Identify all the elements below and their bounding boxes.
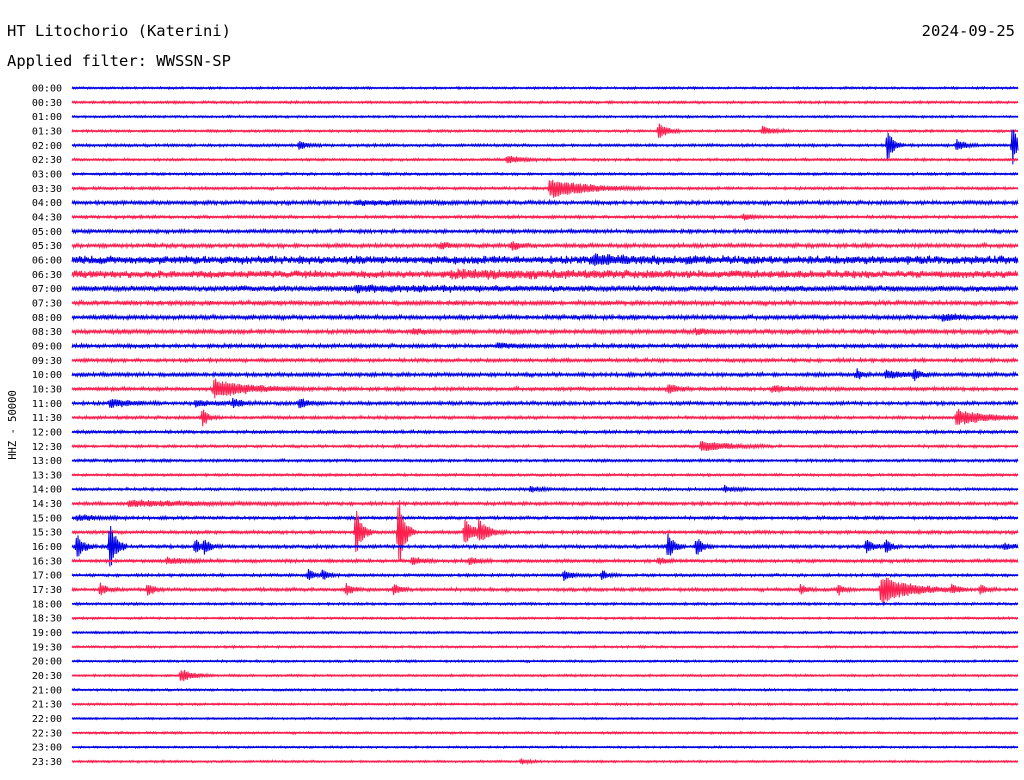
row-time-label: 11:30 — [32, 413, 62, 424]
row-time-label: 13:00 — [32, 456, 62, 467]
row-time-label: 17:00 — [32, 571, 62, 582]
row-time-label: 23:00 — [32, 743, 62, 754]
row-time-label: 10:00 — [32, 370, 62, 381]
row-time-label: 02:30 — [32, 155, 62, 166]
row-time-label: 03:00 — [32, 169, 62, 180]
row-time-label: 05:30 — [32, 241, 62, 252]
row-time-label: 21:00 — [32, 685, 62, 696]
row-time-label: 23:30 — [32, 757, 62, 768]
row-time-label: 06:30 — [32, 270, 62, 281]
trace-rows: 00:00 00:30 01:00 01:30 02:00 02:30 03:00 03:30… — [32, 84, 1019, 768]
station-title: HT Litochorio (Katerini) — [7, 22, 231, 40]
row-time-label: 05:00 — [32, 227, 62, 238]
row-time-label: 07:30 — [32, 298, 62, 309]
row-time-label: 02:00 — [32, 141, 62, 152]
row-time-label: 13:30 — [32, 470, 62, 481]
row-time-label: 14:00 — [32, 485, 62, 496]
row-time-label: 07:00 — [32, 284, 62, 295]
date-label: 2024-09-25 — [922, 22, 1015, 40]
row-time-label: 21:30 — [32, 700, 62, 711]
row-time-label: 09:00 — [32, 341, 62, 352]
trace-line — [71, 577, 1019, 604]
row-time-label: 15:00 — [32, 513, 62, 524]
row-time-label: 04:00 — [32, 198, 62, 209]
row-time-label: 17:30 — [32, 585, 62, 596]
row-time-label: 16:00 — [32, 542, 62, 553]
row-time-label: 03:30 — [32, 184, 62, 195]
row-time-label: 00:00 — [32, 84, 62, 95]
row-time-label: 08:00 — [32, 313, 62, 324]
trace-line — [71, 500, 1019, 561]
row-time-label: 01:00 — [32, 112, 62, 123]
row-time-label: 10:30 — [32, 384, 62, 395]
row-time-label: 14:30 — [32, 499, 62, 510]
row-time-label: 22:00 — [32, 714, 62, 725]
row-time-label: 01:30 — [32, 126, 62, 137]
row-time-label: 18:30 — [32, 614, 62, 625]
row-time-label: 18:00 — [32, 599, 62, 610]
row-time-label: 09:30 — [32, 356, 62, 367]
row-time-label: 12:00 — [32, 427, 62, 438]
row-time-label: 20:00 — [32, 657, 62, 668]
row-time-label: 20:30 — [32, 671, 62, 682]
row-time-label: 12:30 — [32, 442, 62, 453]
row-time-label: 11:00 — [32, 399, 62, 410]
row-time-label: 19:00 — [32, 628, 62, 639]
row-time-label: 22:30 — [32, 728, 62, 739]
y-axis-label: HHZ - 50000 — [7, 390, 19, 460]
row-time-label: 15:30 — [32, 528, 62, 539]
row-time-label: 04:30 — [32, 212, 62, 223]
row-time-label: 08:30 — [32, 327, 62, 338]
row-time-label: 19:30 — [32, 642, 62, 653]
row-time-label: 16:30 — [32, 556, 62, 567]
row-time-label: 06:00 — [32, 255, 62, 266]
row-time-label: 00:30 — [32, 98, 62, 109]
filter-label: Applied filter: WWSSN-SP — [7, 52, 231, 70]
